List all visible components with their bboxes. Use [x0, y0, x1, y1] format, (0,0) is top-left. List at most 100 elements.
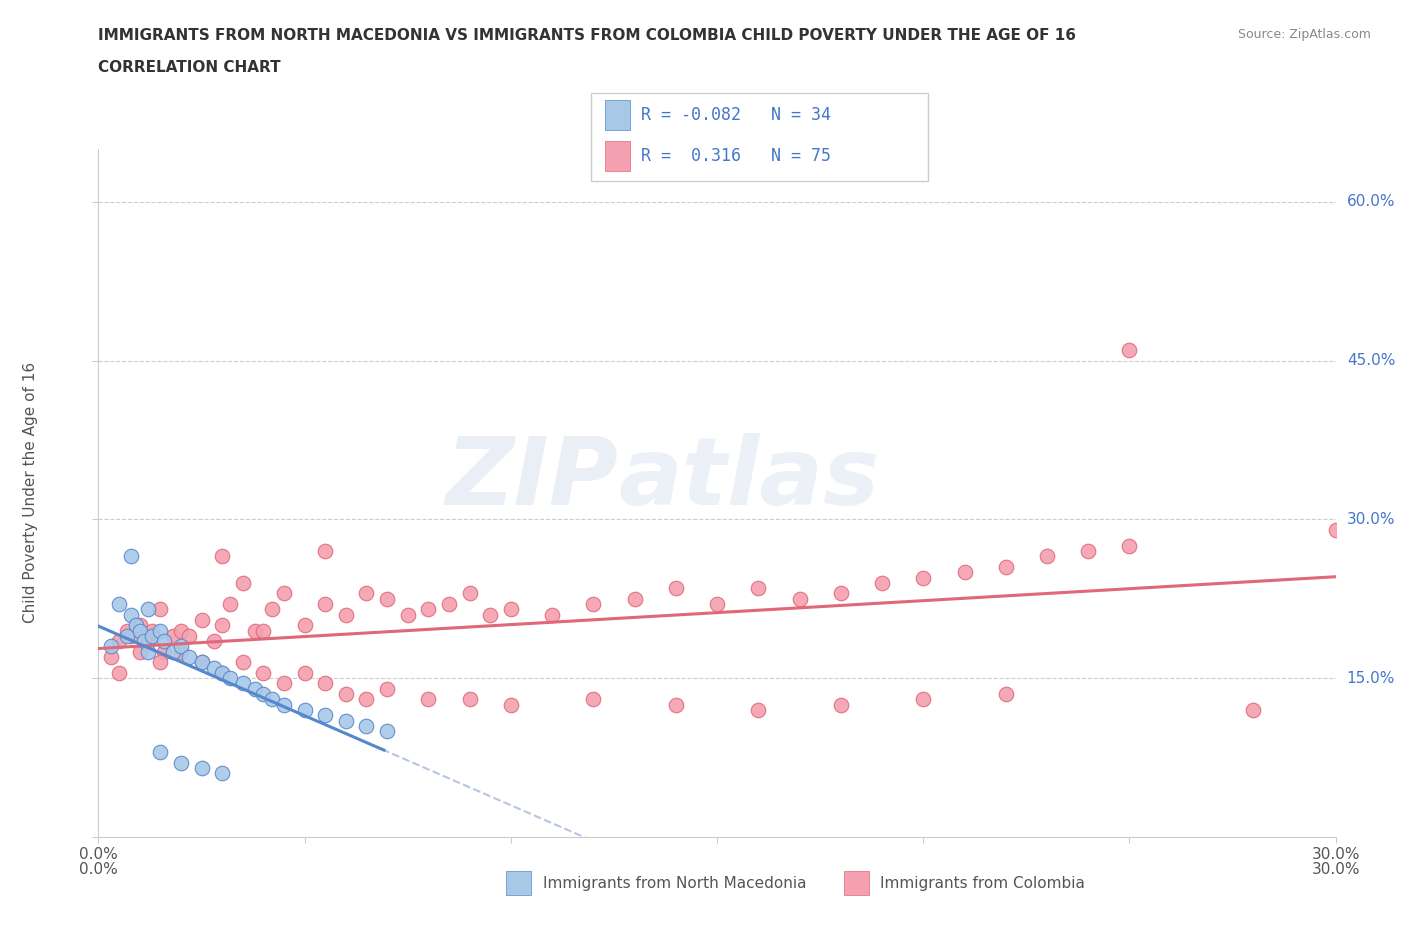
Point: [273, 698, 295, 712]
Point: [1118, 342, 1140, 357]
Text: R =  0.316   N = 75: R = 0.316 N = 75: [641, 147, 831, 165]
Point: [458, 692, 481, 707]
Text: IMMIGRANTS FROM NORTH MACEDONIA VS IMMIGRANTS FROM COLOMBIA CHILD POVERTY UNDER : IMMIGRANTS FROM NORTH MACEDONIA VS IMMIG…: [98, 28, 1077, 43]
Point: [136, 633, 159, 648]
Point: [252, 686, 274, 701]
Point: [335, 607, 357, 622]
Point: [1241, 702, 1264, 717]
Point: [375, 724, 398, 738]
Point: [162, 644, 184, 659]
Point: [190, 655, 212, 670]
Point: [396, 607, 419, 622]
Text: 15.0%: 15.0%: [1347, 671, 1395, 685]
Text: Source: ZipAtlas.com: Source: ZipAtlas.com: [1237, 28, 1371, 41]
Text: Immigrants from Colombia: Immigrants from Colombia: [880, 875, 1085, 891]
Point: [170, 644, 193, 659]
Point: [994, 686, 1017, 701]
Point: [294, 666, 316, 681]
Point: [211, 666, 233, 681]
Point: [706, 597, 728, 612]
Point: [170, 623, 193, 638]
Point: [294, 618, 316, 632]
Text: 30.0%: 30.0%: [1312, 862, 1360, 877]
Point: [219, 597, 242, 612]
Point: [830, 698, 852, 712]
Point: [202, 660, 225, 675]
Point: [479, 607, 502, 622]
Point: [499, 602, 522, 617]
Point: [117, 623, 139, 638]
Point: [375, 591, 398, 606]
Point: [202, 633, 225, 648]
Point: [458, 586, 481, 601]
Text: Immigrants from North Macedonia: Immigrants from North Macedonia: [543, 875, 806, 891]
Point: [243, 623, 266, 638]
Point: [418, 602, 440, 617]
Point: [170, 639, 193, 654]
Point: [232, 576, 254, 591]
Point: [219, 671, 242, 685]
Point: [132, 633, 155, 648]
Text: 60.0%: 60.0%: [1347, 194, 1395, 209]
Point: [335, 713, 357, 728]
Text: ZIP: ZIP: [446, 433, 619, 525]
Point: [149, 655, 172, 670]
Point: [582, 692, 605, 707]
Point: [665, 698, 688, 712]
Point: [273, 586, 295, 601]
Point: [120, 607, 142, 622]
Point: [260, 602, 283, 617]
Point: [418, 692, 440, 707]
Point: [100, 639, 122, 654]
Point: [141, 623, 163, 638]
Point: [314, 676, 336, 691]
Point: [335, 686, 357, 701]
Point: [1118, 538, 1140, 553]
Point: [124, 618, 146, 632]
Point: [499, 698, 522, 712]
Point: [830, 586, 852, 601]
Point: [190, 761, 212, 776]
Point: [128, 618, 150, 632]
Point: [375, 682, 398, 697]
Point: [128, 644, 150, 659]
Point: [149, 623, 172, 638]
Point: [314, 544, 336, 559]
Point: [190, 613, 212, 628]
Point: [162, 629, 184, 644]
Text: Child Poverty Under the Age of 16: Child Poverty Under the Age of 16: [22, 363, 38, 623]
Point: [243, 682, 266, 697]
Point: [120, 549, 142, 564]
Point: [273, 676, 295, 691]
Point: [170, 755, 193, 770]
Point: [149, 602, 172, 617]
Point: [294, 702, 316, 717]
Point: [117, 629, 139, 644]
Point: [356, 586, 378, 601]
Point: [128, 623, 150, 638]
Point: [747, 580, 769, 595]
Point: [108, 666, 131, 681]
Point: [541, 607, 564, 622]
Point: [953, 565, 976, 579]
Point: [870, 576, 893, 591]
Point: [1324, 523, 1347, 538]
Point: [232, 676, 254, 691]
Point: [1077, 544, 1099, 559]
Point: [252, 666, 274, 681]
Point: [211, 766, 233, 781]
Point: [136, 602, 159, 617]
Point: [582, 597, 605, 612]
Point: [211, 666, 233, 681]
Point: [994, 560, 1017, 575]
Text: atlas: atlas: [619, 433, 879, 525]
Point: [356, 692, 378, 707]
Point: [136, 644, 159, 659]
Point: [912, 570, 935, 585]
Point: [179, 629, 201, 644]
Point: [665, 580, 688, 595]
Text: 0.0%: 0.0%: [79, 862, 118, 877]
Point: [108, 597, 131, 612]
Point: [120, 629, 142, 644]
Point: [314, 597, 336, 612]
